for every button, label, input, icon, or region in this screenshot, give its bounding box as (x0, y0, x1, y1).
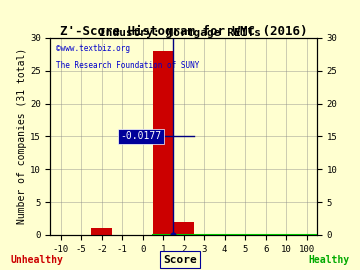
Text: Unhealthy: Unhealthy (11, 255, 64, 265)
Text: -0.0177: -0.0177 (120, 131, 161, 141)
Text: ©www.textbiz.org: ©www.textbiz.org (56, 44, 130, 53)
Text: Score: Score (163, 255, 197, 265)
Text: Industry: Mortgage REITs: Industry: Mortgage REITs (99, 28, 261, 38)
Y-axis label: Number of companies (31 total): Number of companies (31 total) (17, 48, 27, 224)
Bar (174, 222, 194, 235)
Bar (153, 51, 174, 235)
Title: Z'-Score Histogram for WMC (2016): Z'-Score Histogram for WMC (2016) (60, 25, 307, 38)
Text: The Research Foundation of SUNY: The Research Foundation of SUNY (56, 62, 199, 70)
Text: Healthy: Healthy (308, 255, 349, 265)
X-axis label: Score: Score (0, 269, 1, 270)
Bar (91, 228, 112, 235)
